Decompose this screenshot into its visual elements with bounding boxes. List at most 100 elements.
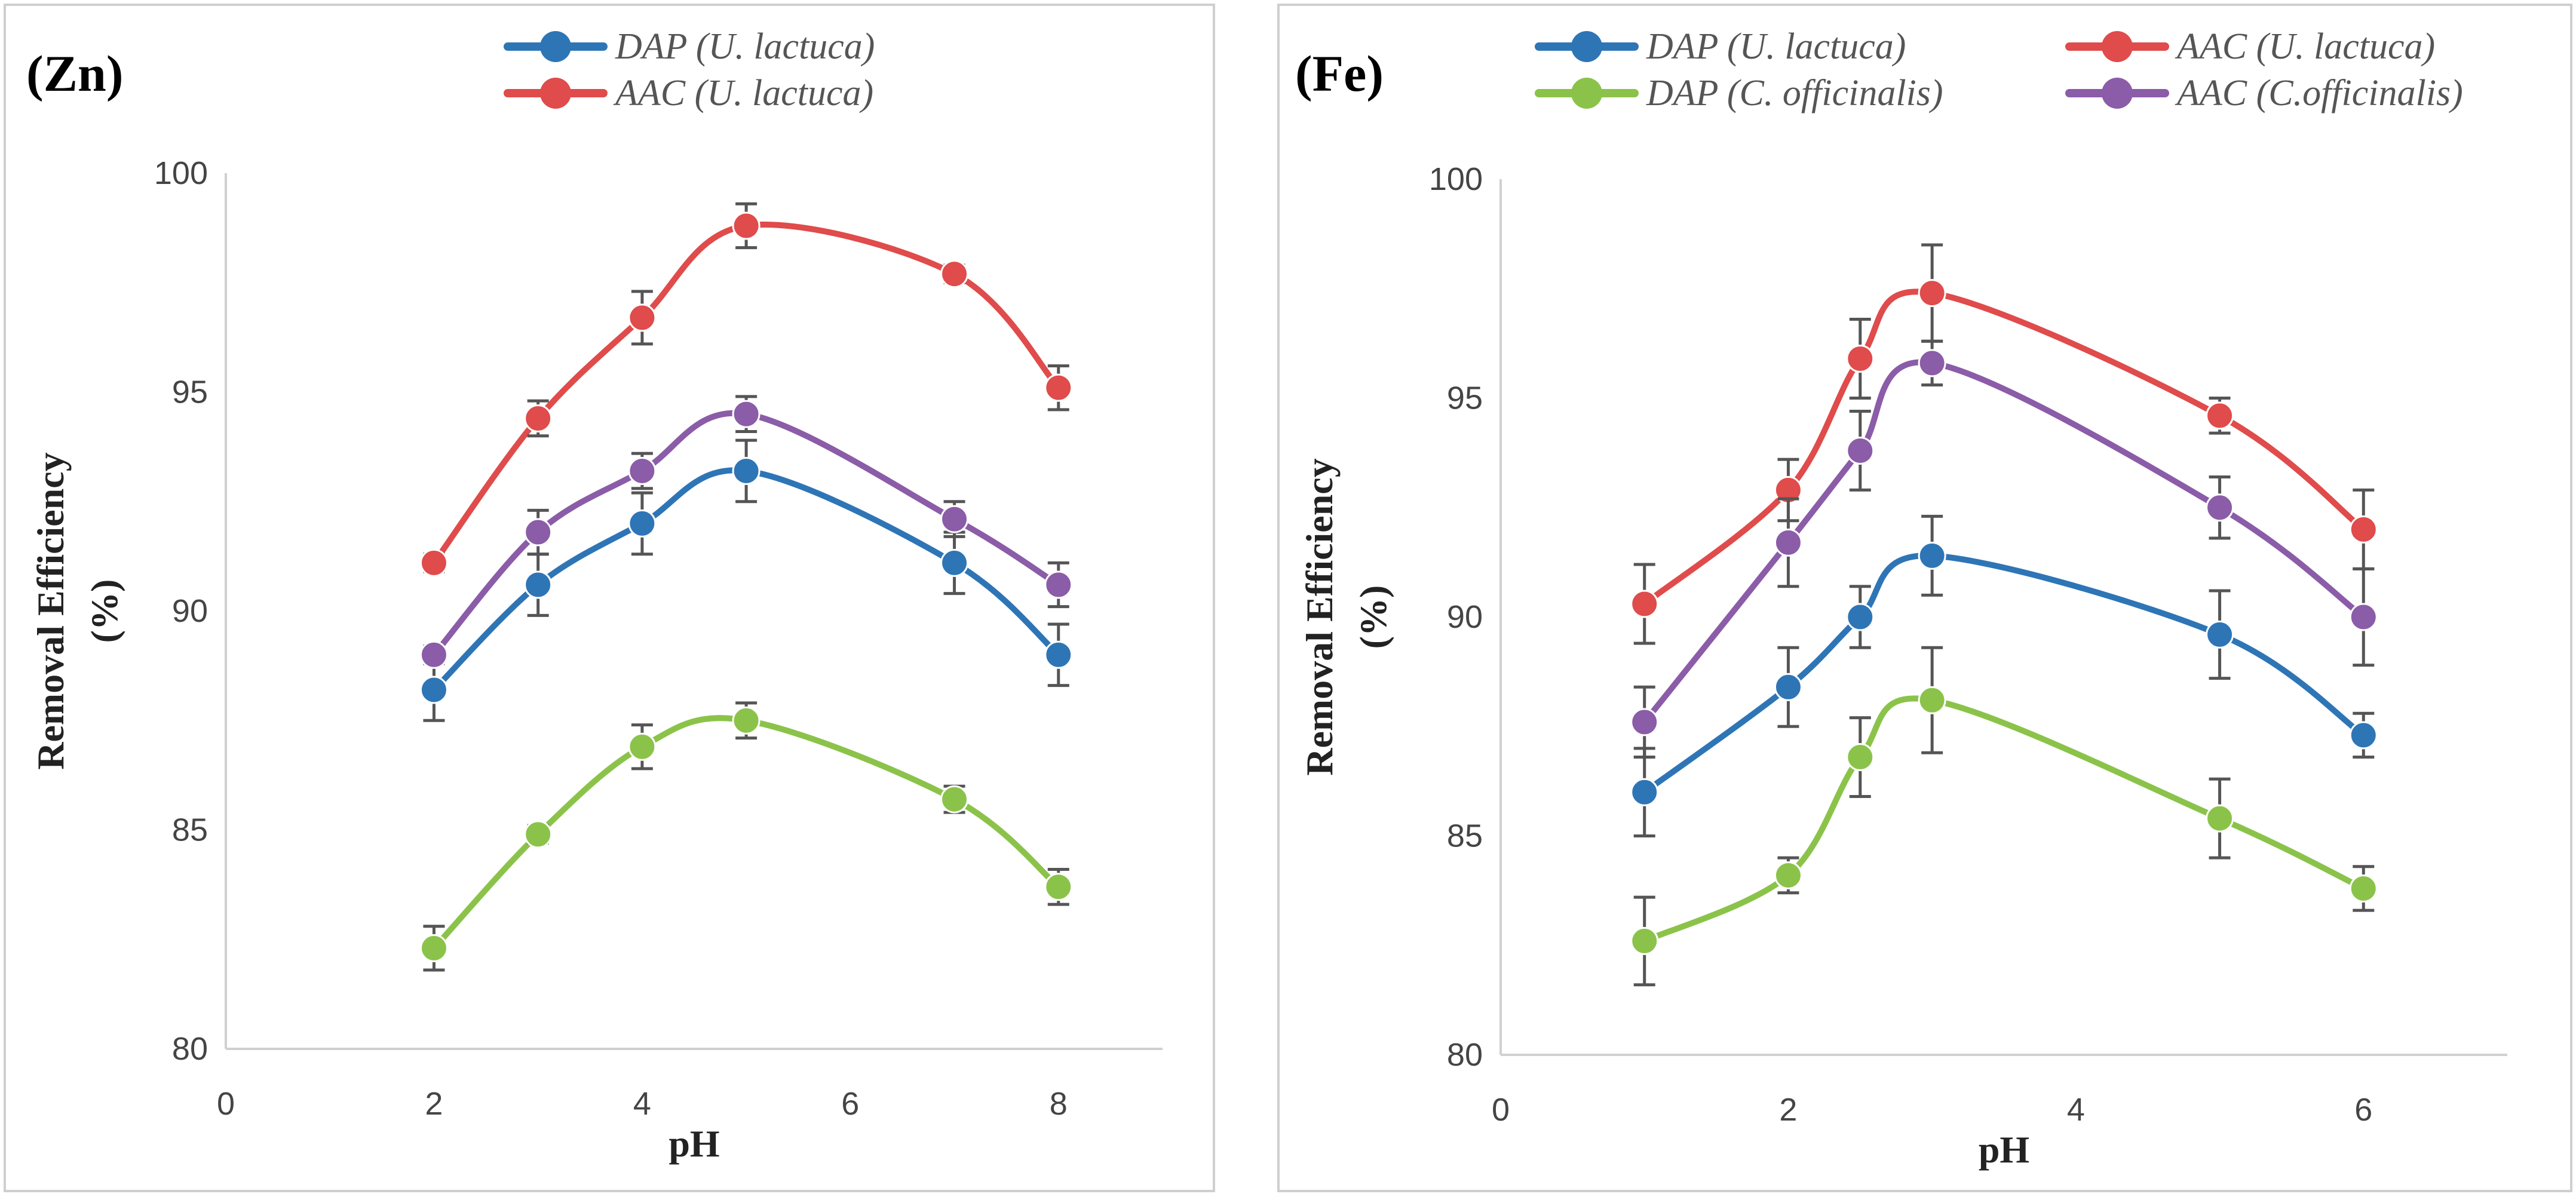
- fe-data-point: [1630, 926, 1659, 955]
- fe-legend-marker: [2102, 31, 2133, 62]
- fe-data-point: [1630, 708, 1659, 736]
- fe-x-tick-label: 2: [1779, 1092, 1797, 1128]
- fe-data-point: [1846, 345, 1875, 373]
- zn-legend-marker: [540, 31, 571, 62]
- fe-y-axis-title: Removal Efficiency: [1298, 458, 1341, 775]
- zn-x-tick-label: 4: [633, 1086, 651, 1122]
- zn-data-point: [1044, 873, 1073, 901]
- zn-data-point: [524, 820, 553, 849]
- fe-x-tick-label: 4: [2067, 1092, 2085, 1128]
- fe-series-line: [1641, 288, 2367, 607]
- fe-panel-label: (Fe): [1295, 45, 1384, 102]
- zn-x-tick-label: 6: [841, 1086, 859, 1122]
- zn-data-point: [628, 509, 657, 538]
- fe-data-point: [2206, 620, 2234, 649]
- fe-y-tick-label: 90: [1447, 599, 1483, 635]
- zn-y-axis-unit: (%): [83, 579, 125, 643]
- fe-legend-label: AAC (C.officinalis): [2175, 73, 2463, 113]
- zn-x-tick-label: 2: [425, 1086, 443, 1122]
- fe-legend-label: DAP (U. lactuca): [1646, 26, 1906, 67]
- zn-data-point: [628, 456, 657, 485]
- zn-data-point: [628, 303, 657, 332]
- zn-data-point: [419, 934, 448, 962]
- fe-legend-entry-dap-u-lactuca: DAP (U. lactuca): [1535, 26, 1906, 67]
- fe-series-dap-u-lactuca: [1630, 514, 2378, 837]
- zn-x-axis-title: pH: [668, 1122, 719, 1165]
- fe-legend-entry-aac-u-lactuca: AAC (U. lactuca): [2065, 26, 2435, 67]
- zn-data-point: [940, 505, 969, 533]
- zn-data-point: [732, 456, 760, 485]
- zn-data-point: [940, 548, 969, 577]
- fe-series-dap-c-officinalis: [1630, 646, 2378, 987]
- zn-legend-label: AAC (U. lactuca): [613, 73, 873, 113]
- fe-x-tick-label: 6: [2354, 1092, 2372, 1128]
- fe-data-point: [1846, 436, 1875, 465]
- fe-legend-label: AAC (U. lactuca): [2175, 26, 2435, 67]
- zn-chart-svg: (Zn) 80 85 90 95 100 0 2 4 6 8 pH Removal Efficiency…: [26, 26, 1163, 1165]
- zn-series-aac-u-lactuca: [419, 202, 1073, 577]
- zn-data-point: [628, 732, 657, 761]
- zn-panel-label: (Zn): [26, 45, 123, 102]
- fe-legend-marker: [1571, 78, 1602, 109]
- fe-chart-svg: (Fe) 80 85 90 95 100 0 2 4 6 pH Removal Efficiency (…: [1295, 26, 2507, 1171]
- zn-data-point: [419, 548, 448, 577]
- fe-data-point: [1918, 686, 1946, 714]
- zn-series-dap-u-lactuca: [419, 438, 1073, 722]
- fe-legend-entry-dap-c-officinalis: DAP (C. officinalis): [1535, 73, 1943, 113]
- zn-data-point: [419, 640, 448, 669]
- fe-x-tick-label: 0: [1492, 1092, 1510, 1128]
- fe-legend-marker: [2102, 78, 2133, 109]
- zn-legend-entry-dap-u-lactuca: DAP (U. lactuca): [504, 26, 875, 67]
- fe-legend-label: DAP (C. officinalis): [1646, 73, 1943, 113]
- fe-data-point: [2349, 603, 2378, 631]
- zn-data-point: [1044, 570, 1073, 599]
- zn-data-point: [524, 518, 553, 547]
- fe-y-tick-label: 95: [1447, 380, 1483, 416]
- fe-data-point: [1630, 590, 1659, 618]
- zn-legend-label: DAP (U. lactuca): [615, 26, 875, 67]
- chart-panel-zn: (Zn) 80 85 90 95 100 0 2 4 6 8 pH Removal Efficiency…: [4, 4, 1215, 1192]
- fe-y-axis-unit: (%): [1352, 585, 1394, 649]
- zn-series-dap-c-officinalis: [419, 701, 1073, 972]
- fe-data-point: [1918, 279, 1946, 308]
- zn-data-point: [1044, 373, 1073, 402]
- fe-data-point: [2349, 721, 2378, 750]
- fe-y-tick-label: 100: [1429, 161, 1483, 197]
- fe-data-point: [2206, 401, 2234, 430]
- zn-y-tick-label: 90: [172, 593, 208, 629]
- zn-y-tick-label: 95: [172, 375, 208, 410]
- fe-legend-entry-aac-c-officinalis: AAC (C.officinalis): [2065, 73, 2463, 113]
- fe-data-point: [1918, 349, 1946, 377]
- zn-legend-marker: [540, 78, 571, 109]
- zn-data-point: [940, 785, 969, 814]
- chart-panel-fe: (Fe) 80 85 90 95 100 0 2 4 6 pH Removal Efficiency (…: [1277, 4, 2572, 1192]
- zn-y-tick-label: 100: [154, 155, 208, 191]
- fe-data-point: [2349, 515, 2378, 544]
- zn-x-tick-label: 8: [1050, 1086, 1068, 1122]
- fe-data-point: [1774, 673, 1802, 701]
- zn-legend-entry-aac-u-lactuca: AAC (U. lactuca): [504, 73, 873, 113]
- fe-legend-marker: [1571, 31, 1602, 62]
- fe-x-axis-title: pH: [1979, 1128, 2029, 1171]
- zn-data-point: [1044, 640, 1073, 669]
- zn-x-tick-label: 0: [217, 1086, 235, 1122]
- zn-y-tick-label: 85: [172, 812, 208, 848]
- zn-data-point: [732, 400, 760, 428]
- fe-data-point: [1846, 743, 1875, 772]
- fe-series-line: [1641, 553, 2367, 796]
- zn-data-point: [524, 404, 553, 432]
- fe-series-aac-u-lactuca: [1630, 243, 2378, 645]
- fe-y-tick-label: 85: [1447, 818, 1483, 854]
- fe-data-point: [2349, 874, 2378, 903]
- zn-data-point: [732, 211, 760, 240]
- fe-series-line: [1641, 695, 2367, 944]
- fe-series-line: [1641, 359, 2367, 725]
- zn-series-line: [431, 715, 1062, 952]
- zn-data-point: [524, 570, 553, 599]
- fe-data-point: [2206, 493, 2234, 522]
- fe-data-point: [1774, 528, 1802, 557]
- fe-series-aac-c-officinalis: [1630, 339, 2378, 759]
- zn-series-aac-c-officinalis: [419, 395, 1073, 669]
- zn-y-axis-title: Removal Efficiency: [29, 452, 72, 769]
- zn-data-point: [940, 260, 969, 288]
